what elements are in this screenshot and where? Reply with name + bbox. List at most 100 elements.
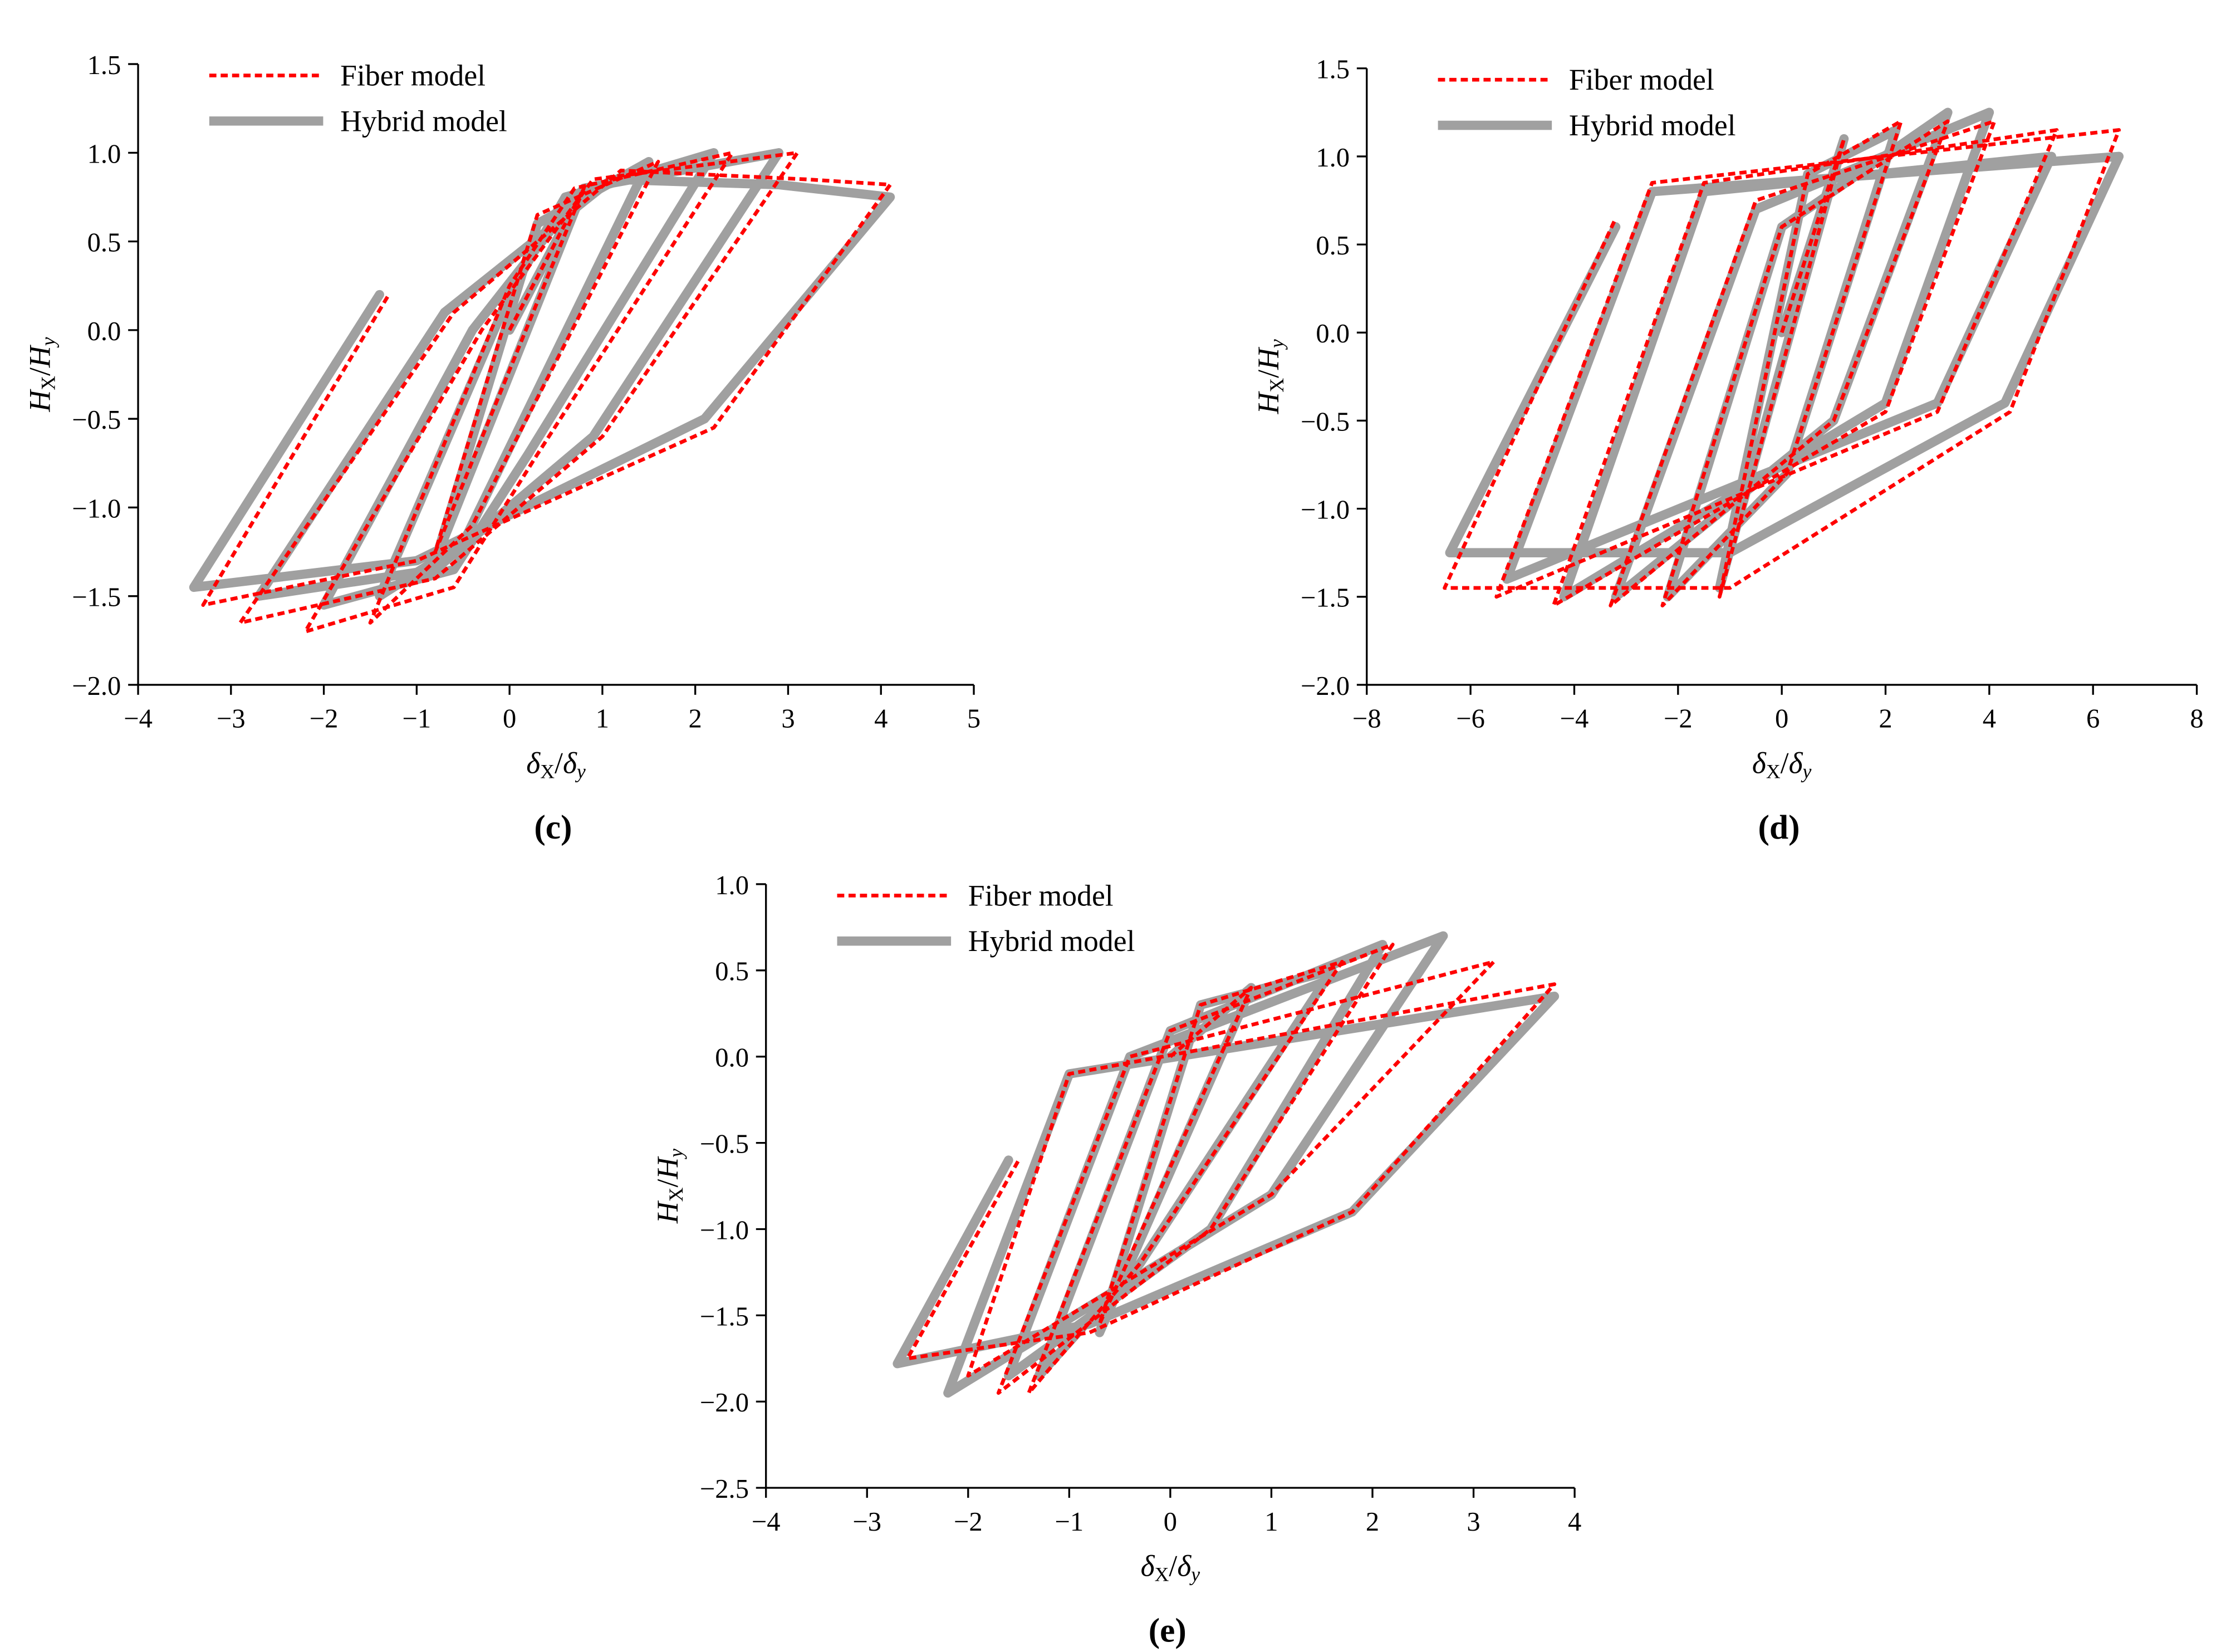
y-tick-label: 0.0 (715, 1043, 749, 1073)
x-axis-label-part: δ (1177, 1550, 1192, 1583)
x-tick-label: −2 (954, 1507, 983, 1537)
legend-label: Hybrid model (1569, 109, 1736, 142)
x-tick-label: 0 (1164, 1507, 1177, 1537)
y-tick-label: −1.5 (1301, 583, 1350, 613)
y-tick-label: 0.0 (1316, 318, 1350, 349)
y-tick-label: 1.5 (1316, 55, 1350, 85)
x-tick-label: 4 (874, 704, 888, 734)
x-axis-label: δX/δy (1141, 1550, 1200, 1586)
y-axis-label-part: H (651, 1200, 684, 1224)
x-axis-label-part: y (1189, 1563, 1200, 1586)
x-tick-label: 3 (781, 704, 795, 734)
x-axis-label-part: δ (1141, 1550, 1155, 1583)
data-line (1445, 107, 2124, 602)
y-axis-label: HX/Hy (651, 1149, 687, 1224)
y-tick-label: 0.5 (87, 228, 121, 258)
y-tick-label: 1.0 (87, 139, 121, 169)
y-tick-label: −1.5 (72, 582, 121, 612)
x-tick-label: −3 (852, 1507, 881, 1537)
legend-label: Hybrid model (340, 104, 507, 138)
x-tick-label: 1 (596, 704, 609, 734)
x-tick-label: 2 (1366, 1507, 1379, 1537)
y-tick-label: −2.5 (700, 1474, 749, 1504)
y-axis-label-part: H (651, 1156, 684, 1180)
chart-panel: −4 −3 −2 −1 0 1 2 3 4 −2.5 −2.0 −1.5 −1.0 −0.5 0.0 0.5 1… (651, 870, 1581, 1649)
y-axis-label-part: y (1266, 339, 1288, 350)
y-tick-label: −0.5 (72, 405, 121, 435)
y-axis-label: HX/Hy (1252, 339, 1288, 414)
y-tick-label: −2.0 (72, 671, 121, 701)
x-tick-label: 5 (967, 704, 980, 734)
x-tick-label: 4 (1983, 704, 1996, 734)
y-axis-label-part: / (651, 1179, 684, 1188)
x-tick-label: −8 (1352, 704, 1381, 734)
x-axis-label-part: δ (526, 747, 541, 780)
x-axis-label-part: X (1155, 1563, 1169, 1586)
y-axis-label-part: / (1252, 370, 1285, 378)
x-tick-label: −4 (752, 1507, 781, 1537)
y-tick-label: −0.5 (1301, 406, 1350, 437)
x-axis-label-part: δ (1789, 747, 1803, 780)
x-tick-label: −2 (310, 704, 339, 734)
x-tick-label: 2 (689, 704, 702, 734)
x-tick-label: −4 (124, 704, 153, 734)
x-tick-label: 3 (1467, 1507, 1480, 1537)
x-tick-label: 1 (1264, 1507, 1278, 1537)
x-axis-label-part: y (1801, 761, 1812, 783)
y-tick-label: −1.0 (1301, 495, 1350, 525)
x-tick-label: 0 (1775, 704, 1788, 734)
y-tick-label: 1.5 (87, 50, 121, 80)
y-tick-label: −1.0 (72, 493, 121, 523)
y-axis-label-part: H (23, 344, 56, 368)
x-tick-label: −2 (1664, 704, 1693, 734)
chart-panel: −8 −6 −4 −2 0 2 4 6 8 −2.0 −1.5 −1.0 −0.5 0.0 0.5 1.0 1.… (1252, 55, 2203, 846)
x-tick-label: −1 (403, 704, 432, 734)
x-tick-label: −3 (217, 704, 246, 734)
y-tick-label: −0.5 (700, 1129, 749, 1159)
y-axis-label-part: X (1266, 378, 1288, 393)
x-tick-label: 6 (2086, 704, 2100, 734)
y-axis-label-part: X (665, 1187, 687, 1202)
x-axis-label-part: / (1781, 747, 1789, 780)
x-tick-label: 2 (1879, 704, 1892, 734)
x-axis-label: δX/δy (526, 747, 586, 783)
y-tick-label: −2.0 (700, 1388, 749, 1418)
y-tick-label: −1.0 (700, 1215, 749, 1245)
x-tick-label: 8 (2190, 704, 2203, 734)
y-tick-label: 0.0 (87, 316, 121, 346)
y-tick-label: 0.5 (715, 957, 749, 987)
x-axis-label-part: δ (1752, 747, 1767, 780)
y-axis-label-part: H (1252, 346, 1285, 370)
y-tick-label: −2.0 (1301, 671, 1350, 701)
x-axis-label-part: / (555, 747, 563, 780)
legend-label: Fiber model (968, 879, 1114, 912)
y-axis-label-part: H (23, 389, 56, 413)
legend-label: Hybrid model (968, 924, 1135, 958)
y-tick-label: 1.0 (715, 870, 749, 900)
y-axis-label: HX/Hy (23, 337, 59, 412)
y-axis-label-part: y (665, 1149, 687, 1159)
panel-label: (c) (534, 808, 572, 846)
data-line (893, 931, 1560, 1398)
y-tick-label: 1.0 (1316, 143, 1350, 173)
x-tick-label: 0 (503, 704, 516, 734)
y-tick-label: −1.5 (700, 1301, 749, 1331)
data-line (201, 151, 893, 634)
x-tick-label: 4 (1568, 1507, 1581, 1537)
x-axis-label-part: δ (563, 747, 577, 780)
x-axis-label-part: X (540, 761, 555, 783)
legend-label: Fiber model (1569, 63, 1714, 96)
data-line (905, 943, 1557, 1395)
data-line (1443, 119, 2121, 607)
x-tick-label: −6 (1456, 704, 1485, 734)
chart-panel: −4 −3 −2 −1 0 1 2 3 4 5 −2.0 −1.5 −1.0 −0.5 0.0 0.5 1.0 1… (23, 50, 980, 846)
panel-label: (e) (1149, 1611, 1187, 1649)
y-axis-label-part: / (23, 367, 56, 376)
y-tick-label: 0.5 (1316, 231, 1350, 261)
data-line (189, 148, 895, 610)
x-axis-label: δX/δy (1752, 747, 1812, 783)
x-tick-label: −4 (1560, 704, 1589, 734)
x-axis-label-part: X (1766, 761, 1781, 783)
y-axis-label-part: y (37, 337, 59, 347)
